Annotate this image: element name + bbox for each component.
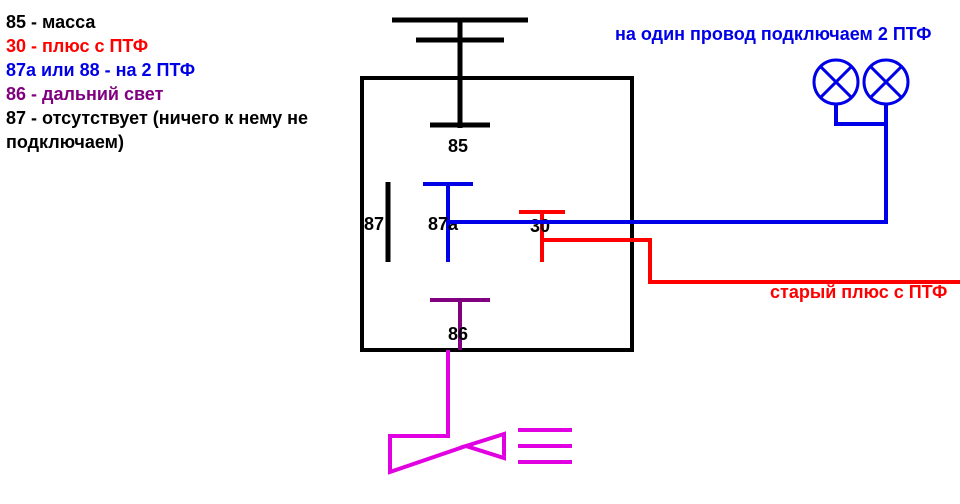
pin-label-30: 30 bbox=[530, 216, 550, 236]
relay-box bbox=[362, 78, 632, 350]
headlight-cone bbox=[466, 434, 504, 458]
wire-red-path bbox=[542, 240, 960, 282]
wire-purple-path bbox=[390, 350, 466, 472]
legend-line-3: 86 - дальний свет bbox=[6, 84, 164, 104]
wire-red bbox=[542, 240, 960, 282]
wire-blue-path bbox=[448, 106, 886, 222]
pin-label-86: 86 bbox=[448, 324, 468, 344]
legend-line-4: 87 - отсутствует (ничего к нему не bbox=[6, 108, 308, 128]
legend-line-1: 30 - плюс с ПТФ bbox=[6, 36, 148, 56]
legend-line-2: 87a или 88 - на 2 ПТФ bbox=[6, 60, 195, 80]
legend-line-5: подключаем) bbox=[6, 132, 124, 152]
label-right-red: старый плюс с ПТФ bbox=[770, 282, 947, 302]
wire-purple bbox=[390, 350, 572, 472]
pin-label-85: 85 bbox=[448, 136, 468, 156]
relay: 85868787a30 bbox=[362, 18, 632, 350]
label-top-blue: на один провод подключаем 2 ПТФ bbox=[615, 24, 931, 44]
wire-blue bbox=[448, 60, 908, 222]
legend: 85 - масса 30 - плюс с ПТФ 87a или 88 - на… bbox=[6, 12, 308, 152]
wire-blue-joiner bbox=[836, 104, 886, 124]
legend-line-0: 85 - масса bbox=[6, 12, 96, 32]
pin-label-87: 87 bbox=[364, 214, 384, 234]
